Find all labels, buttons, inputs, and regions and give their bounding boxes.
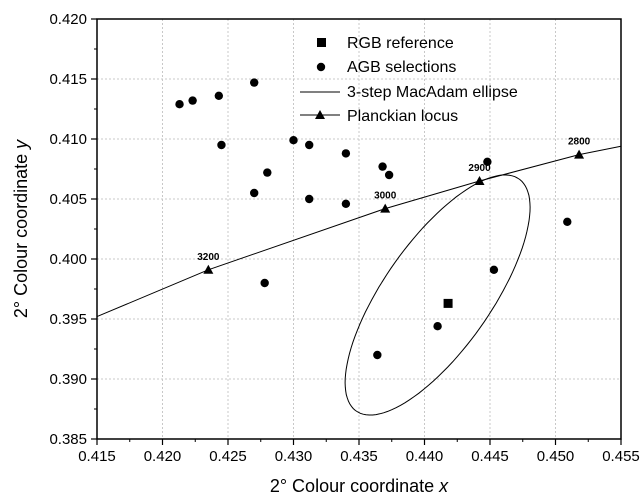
agb-selection-point <box>214 91 224 101</box>
cct-label: 3200 <box>197 252 220 263</box>
planckian-triangle-marker <box>380 203 391 213</box>
x-tick-label: 0.430 <box>275 448 313 465</box>
x-tick-label: 0.445 <box>471 448 509 465</box>
agb-selection-point <box>260 278 269 288</box>
agb-selection-point <box>188 96 197 105</box>
agb-selection-point <box>373 350 382 360</box>
agb-selection-point <box>433 322 442 331</box>
x-tick-label: 0.435 <box>340 448 378 465</box>
x-tick-label: 0.440 <box>406 448 444 465</box>
x-tick-labels: 0.415 0.420 0.425 0.430 0.435 0.440 0.445 0.450… <box>78 448 640 465</box>
y-tick-label: 0.420 <box>49 11 87 28</box>
agb-selection-point <box>289 136 298 145</box>
agb-selection-point <box>263 168 272 177</box>
x-axis-title-prefix: 2° Colour coordinate <box>270 476 439 496</box>
agb-selection-point <box>305 194 314 204</box>
y-axis-title: 2° Colour coordinate y <box>11 139 31 318</box>
x-axis-title-var: x <box>438 476 449 496</box>
agb-selection-point <box>483 157 492 166</box>
y-axis-title-prefix: 2° Colour coordinate <box>11 149 31 318</box>
agb-selection-point <box>217 140 226 150</box>
planckian-triangle-marker <box>474 176 485 185</box>
x-tick-label: 0.415 <box>78 448 116 465</box>
agb-selection-point <box>384 170 394 180</box>
agb-selection-point <box>563 217 572 226</box>
y-tick-label: 0.410 <box>49 131 87 148</box>
macadam-ellipse <box>344 174 531 416</box>
x-axis-title: 2° Colour coordinate x <box>270 476 449 496</box>
agb-selection-point <box>175 100 184 109</box>
planckian-triangle-marker <box>203 264 214 274</box>
legend-label-macadam-ellipse: 3-step MacAdam ellipse <box>347 84 518 101</box>
legend-label-agb-selections: AGB selections <box>347 59 456 76</box>
planckian-locus-line <box>96 145 622 318</box>
macadam-ellipse-path <box>344 174 531 416</box>
legend-label-planckian-locus: Planckian locus <box>347 108 458 125</box>
agb-selection-point <box>341 149 351 158</box>
cct-label: 2800 <box>568 137 591 148</box>
rgb-reference-point <box>443 298 453 308</box>
agb-selection-point <box>378 162 387 171</box>
cct-label: 3000 <box>374 191 397 202</box>
agb-selection-point <box>250 78 259 87</box>
data-points <box>175 78 572 360</box>
y-tick-label: 0.385 <box>49 431 87 448</box>
cct-label: 2900 <box>468 163 491 174</box>
agb-selection-point <box>489 265 499 274</box>
y-axis-title-var: y <box>11 139 31 151</box>
y-tick-label: 0.415 <box>49 71 87 88</box>
grid-lines <box>97 19 621 439</box>
agb-selection-point <box>305 140 314 150</box>
x-tick-label: 0.450 <box>537 448 575 465</box>
planckian-triangle-marker <box>574 149 585 159</box>
x-tick-label: 0.425 <box>209 448 247 465</box>
planckian-locus: 3200 3000 2900 2800 <box>96 137 622 318</box>
legend-label-rgb-reference: RGB reference <box>347 35 454 52</box>
axis-ticks <box>91 18 622 445</box>
x-tick-label: 0.420 <box>144 448 182 465</box>
y-tick-label: 0.405 <box>49 191 87 208</box>
x-tick-label: 0.455 <box>602 448 640 465</box>
agb-selection-point <box>250 188 259 198</box>
legend-square-marker <box>317 38 326 47</box>
y-tick-label: 0.395 <box>49 311 87 328</box>
legend-circle-marker <box>316 62 326 72</box>
legend: RGB reference AGB selections 3-step MacA… <box>300 35 518 125</box>
legend-triangle-marker <box>315 110 325 119</box>
y-tick-labels: 0.385 0.390 0.395 0.400 0.405 0.410 0.415 0.420 <box>49 11 87 448</box>
y-tick-label: 0.390 <box>49 371 87 388</box>
y-tick-label: 0.400 <box>49 251 87 268</box>
agb-selection-point <box>341 199 351 208</box>
